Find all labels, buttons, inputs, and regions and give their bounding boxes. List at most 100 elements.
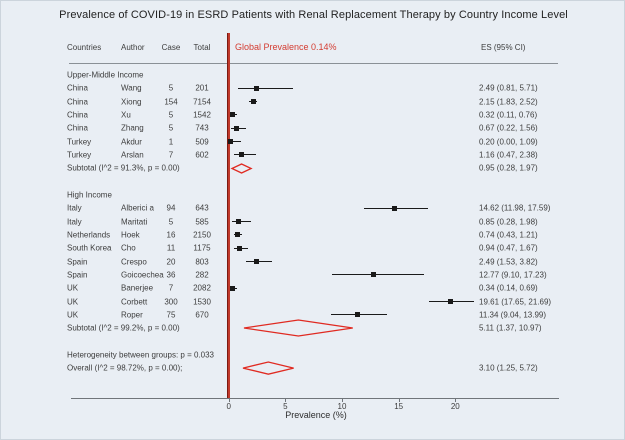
- study-author: Goicoechea: [121, 270, 164, 280]
- study-country: China: [67, 110, 88, 120]
- study-total: 509: [195, 137, 209, 147]
- point-estimate-marker: [254, 259, 260, 265]
- study-author: Hoek: [121, 230, 140, 240]
- study-es-value: 19.61 (17.65, 21.69): [479, 297, 552, 307]
- point-estimate-marker: [250, 99, 256, 105]
- study-country: Italy: [67, 217, 82, 227]
- study-case: 7: [168, 150, 174, 160]
- study-author: Xu: [121, 110, 131, 120]
- column-header-countries: Countries: [67, 43, 102, 52]
- x-axis-tick: [228, 398, 230, 402]
- ci-line: [331, 274, 424, 276]
- study-es-value: 2.49 (0.81, 5.71): [479, 83, 538, 93]
- overall-es-value: 3.10 (1.25, 5.72): [479, 363, 538, 373]
- study-case: 11: [166, 243, 176, 253]
- study-total: 743: [195, 123, 209, 133]
- heterogeneity-note: Heterogeneity between groups: p = 0.033: [67, 350, 214, 360]
- point-estimate-marker: [234, 232, 240, 238]
- point-estimate-marker: [354, 312, 360, 318]
- point-estimate-marker: [370, 272, 376, 278]
- study-author: Akdur: [121, 137, 142, 147]
- subtotal-diamond: [230, 163, 253, 174]
- study-case: 16: [166, 230, 176, 240]
- study-total: 7154: [193, 97, 211, 107]
- study-author: Arslan: [121, 150, 144, 160]
- study-author: Wang: [121, 83, 142, 93]
- study-es-value: 0.20 (0.00, 1.09): [479, 137, 538, 147]
- study-author: Roper: [121, 310, 143, 320]
- global-prevalence-label: Global Prevalence 0.14%: [235, 42, 337, 52]
- study-total: 670: [195, 310, 209, 320]
- overall-label: Overall (I^2 = 98.72%, p = 0.00);: [67, 363, 183, 373]
- group-label: Upper-Middle Income: [67, 70, 144, 80]
- study-es-value: 0.67 (0.22, 1.56): [479, 123, 538, 133]
- study-es-value: 11.34 (9.04, 13.99): [479, 310, 547, 320]
- ci-line: [228, 141, 242, 143]
- x-axis-title: Prevalence (%): [285, 410, 347, 420]
- study-total: 585: [195, 217, 209, 227]
- overall-diamond: [242, 361, 294, 375]
- study-total: 1542: [193, 110, 211, 120]
- ci-line: [231, 221, 252, 223]
- study-case: 36: [166, 270, 176, 280]
- ci-line: [234, 154, 256, 156]
- study-es-value: 14.62 (11.98, 17.59): [479, 203, 551, 213]
- study-es-value: 0.74 (0.43, 1.21): [479, 230, 538, 240]
- group-label: High Income: [67, 190, 112, 200]
- study-author: Alberici a: [121, 203, 154, 213]
- point-estimate-marker: [448, 299, 454, 305]
- x-axis-tick-label: 5: [283, 402, 288, 411]
- study-es-value: 0.34 (0.14, 0.69): [479, 283, 538, 293]
- study-case: 7: [168, 283, 174, 293]
- study-country: China: [67, 83, 88, 93]
- study-country: South Korea: [67, 243, 112, 253]
- study-country: Netherlands: [67, 230, 111, 240]
- column-header-es: ES (95% CI): [481, 43, 526, 52]
- study-country: Spain: [67, 257, 88, 267]
- study-case: 94: [166, 203, 176, 213]
- study-case: 5: [168, 217, 174, 227]
- point-estimate-marker: [391, 205, 397, 211]
- study-case: 75: [166, 310, 176, 320]
- x-axis-tick: [342, 398, 343, 402]
- x-axis-tick: [398, 398, 400, 402]
- subtotal-es-value: 5.11 (1.37, 10.97): [479, 323, 542, 333]
- x-axis-tick-label: 20: [450, 402, 460, 411]
- column-header-total: Total: [193, 43, 211, 52]
- column-header-author: Author: [121, 43, 145, 52]
- study-es-value: 0.94 (0.47, 1.67): [479, 243, 538, 253]
- study-total: 201: [195, 83, 209, 93]
- point-estimate-marker: [236, 245, 242, 251]
- point-estimate-marker: [254, 85, 260, 91]
- x-axis-tick-label: 0: [226, 402, 231, 411]
- point-estimate-marker: [235, 219, 241, 225]
- x-axis-tick: [285, 398, 287, 402]
- study-es-value: 12.77 (9.10, 17.23): [479, 270, 547, 280]
- study-case: 5: [168, 83, 174, 93]
- study-es-value: 0.85 (0.28, 1.98): [479, 217, 538, 227]
- study-country: UK: [67, 297, 79, 307]
- study-country: Turkey: [67, 137, 92, 147]
- subtotal-label: Subtotal (I^2 = 91.3%, p = 0.00): [67, 163, 180, 173]
- subtotal-label: Subtotal (I^2 = 99.2%, p = 0.00): [67, 323, 180, 333]
- study-case: 1: [168, 137, 174, 147]
- study-case: 5: [168, 123, 174, 133]
- subtotal-es-value: 0.95 (0.28, 1.97): [479, 163, 538, 173]
- study-country: Turkey: [67, 150, 92, 160]
- page-title: Prevalence of COVID-19 in ESRD Patients …: [59, 9, 568, 21]
- study-total: 1175: [193, 243, 211, 253]
- point-estimate-marker: [230, 285, 236, 291]
- x-axis-tick: [455, 398, 457, 402]
- study-total: 1530: [193, 297, 211, 307]
- column-header-case: Case: [161, 43, 181, 52]
- study-author: Banerjee: [121, 283, 154, 293]
- study-country: China: [67, 97, 88, 107]
- study-case: 5: [168, 110, 174, 120]
- study-case: 20: [166, 257, 176, 267]
- study-es-value: 2.49 (1.53, 3.82): [479, 257, 538, 267]
- study-case: 154: [164, 97, 178, 107]
- point-estimate-marker: [239, 152, 245, 158]
- point-estimate-marker: [229, 112, 235, 118]
- study-es-value: 1.16 (0.47, 2.38): [479, 150, 538, 160]
